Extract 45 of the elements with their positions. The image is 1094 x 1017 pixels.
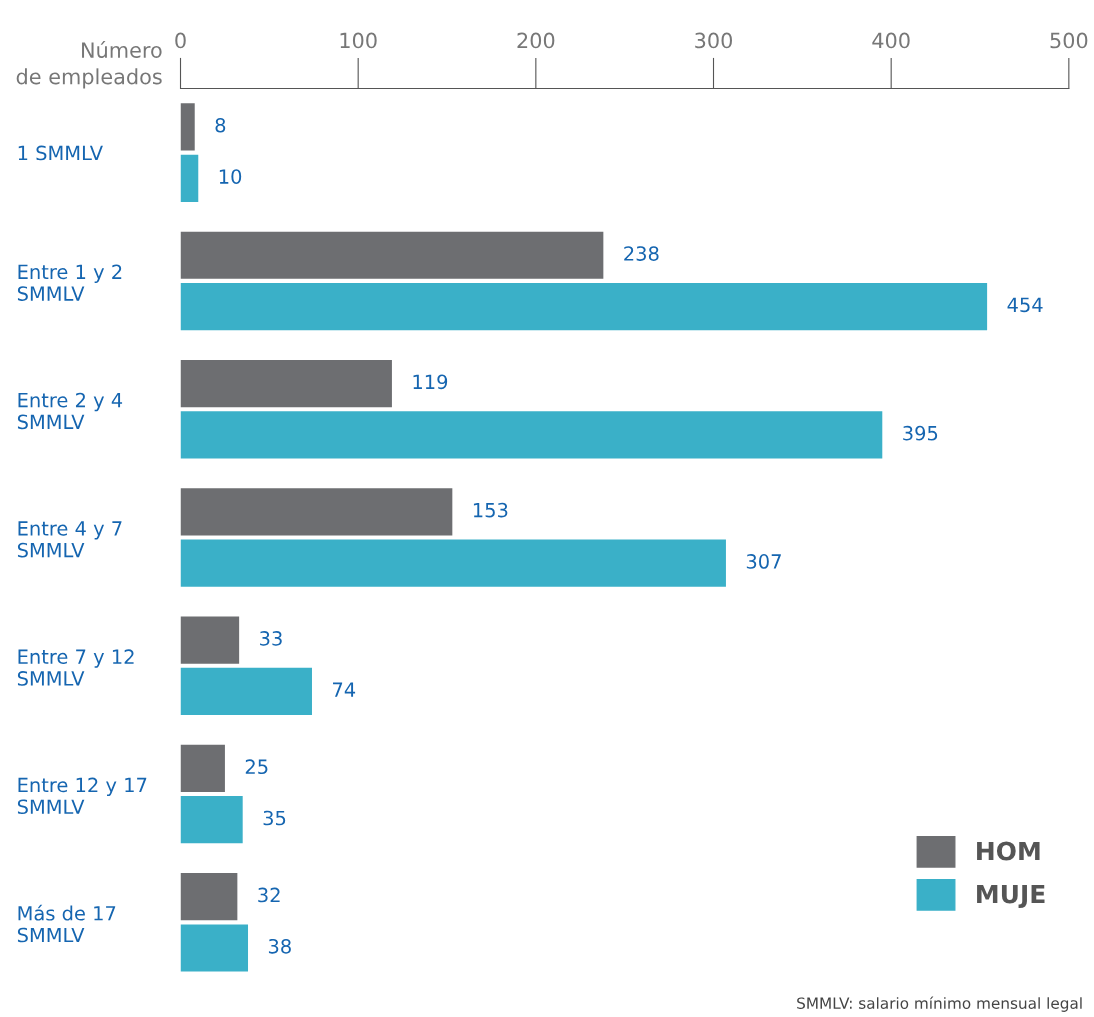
x-tick-label: 300: [695, 32, 733, 49]
bar: [180, 488, 453, 536]
bar: [180, 616, 240, 664]
data-label: 10: [219, 169, 242, 184]
x-tick-label: 500: [1050, 32, 1088, 49]
bar: [180, 744, 225, 793]
y-tick-label: Entre 7 y 12 SMMLV: [17, 649, 134, 686]
legend-label: HOM: [977, 841, 1040, 861]
x-axis-title: Número de empleados: [16, 40, 162, 89]
bar: [180, 924, 249, 972]
bar: [180, 154, 199, 202]
data-label: 35: [263, 810, 286, 826]
data-label: 38: [268, 938, 291, 954]
legend-label: MUJE: [977, 884, 1045, 909]
data-label: 8: [215, 117, 226, 133]
data-label: 33: [260, 631, 282, 646]
data-label: 395: [903, 425, 938, 441]
y-tick-label: Entre 2 y 4 SMMLV: [17, 392, 123, 430]
y-tick-label: Entre 4 y 7 SMMLV: [17, 521, 122, 558]
bar: [180, 796, 243, 844]
y-tick-label: 1 SMMLV: [18, 145, 103, 161]
text: SMMLV: salario mínimo mensual legal: [797, 996, 1082, 1012]
x-tick-label: 400: [872, 32, 910, 49]
data-label: 32: [258, 887, 280, 903]
data-label: 153: [473, 502, 508, 518]
data-label: 238: [624, 246, 659, 261]
data-label: 74: [333, 682, 356, 697]
bar: [180, 539, 726, 587]
x-tick-label: 200: [517, 32, 555, 49]
bar: [180, 411, 883, 459]
data-label: 25: [245, 759, 268, 775]
y-tick-label: Entre 1 y 2 SMMLV: [17, 264, 122, 301]
bar: [180, 667, 312, 716]
data-label: 454: [1007, 297, 1043, 313]
y-tick-label: Entre 12 y 17 SMMLV: [17, 777, 147, 815]
bar: [180, 231, 604, 279]
bar: [180, 103, 195, 151]
x-tick-label: 0: [175, 32, 186, 49]
bar: [180, 873, 238, 921]
data-label: 119: [413, 374, 448, 390]
bar: [180, 282, 988, 331]
x-tick-label: 100: [340, 32, 377, 49]
data-label: 307: [746, 554, 781, 569]
y-tick-label: Más de 17 SMMLV: [17, 904, 116, 943]
bar: [180, 359, 392, 408]
